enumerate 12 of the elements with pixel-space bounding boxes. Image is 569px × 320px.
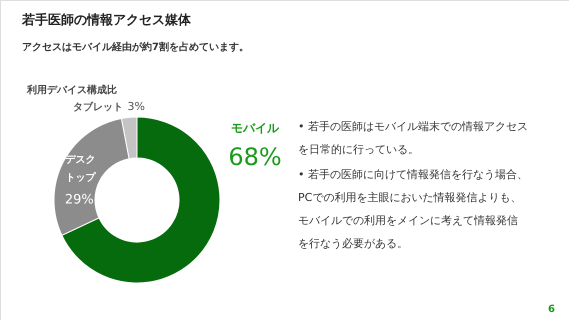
chart-subtitle: アクセスはモバイル経由が約7割を占めています。 bbox=[22, 41, 249, 53]
slice-label: モバイル bbox=[231, 121, 280, 135]
text: • 若手の医師に向けて情報発信を行なう場合、PCでの利用を主眼においた情報発信よりも、モバイルでの利用をメインに考えて情報発信を行なう必要がある。 bbox=[298, 168, 528, 250]
slice-label: デスクトップ bbox=[65, 154, 96, 184]
data-label: 29% bbox=[64, 192, 94, 208]
data-label: 68% bbox=[228, 143, 282, 171]
text: 6 bbox=[548, 304, 555, 315]
chart-title: 若手医師の情報アクセス媒体 bbox=[21, 12, 192, 28]
text: • 若手の医師はモバイル端末での情報アクセスを日常的に行っている。 bbox=[298, 120, 528, 156]
text: 利用デバイス構成比 bbox=[26, 84, 117, 96]
slice-label: タブレット bbox=[73, 101, 124, 113]
data-label: 3% bbox=[128, 100, 145, 113]
